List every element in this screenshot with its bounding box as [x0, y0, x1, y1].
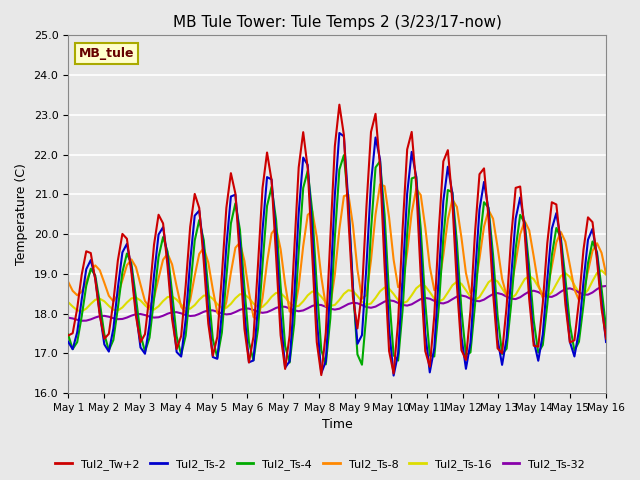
X-axis label: Time: Time	[322, 419, 353, 432]
Y-axis label: Temperature (C): Temperature (C)	[15, 163, 28, 265]
Legend: Tul2_Tw+2, Tul2_Ts-2, Tul2_Ts-4, Tul2_Ts-8, Tul2_Ts-16, Tul2_Ts-32: Tul2_Tw+2, Tul2_Ts-2, Tul2_Ts-4, Tul2_Ts…	[51, 455, 589, 474]
Title: MB Tule Tower: Tule Temps 2 (3/23/17-now): MB Tule Tower: Tule Temps 2 (3/23/17-now…	[173, 15, 502, 30]
Text: MB_tule: MB_tule	[79, 47, 134, 60]
